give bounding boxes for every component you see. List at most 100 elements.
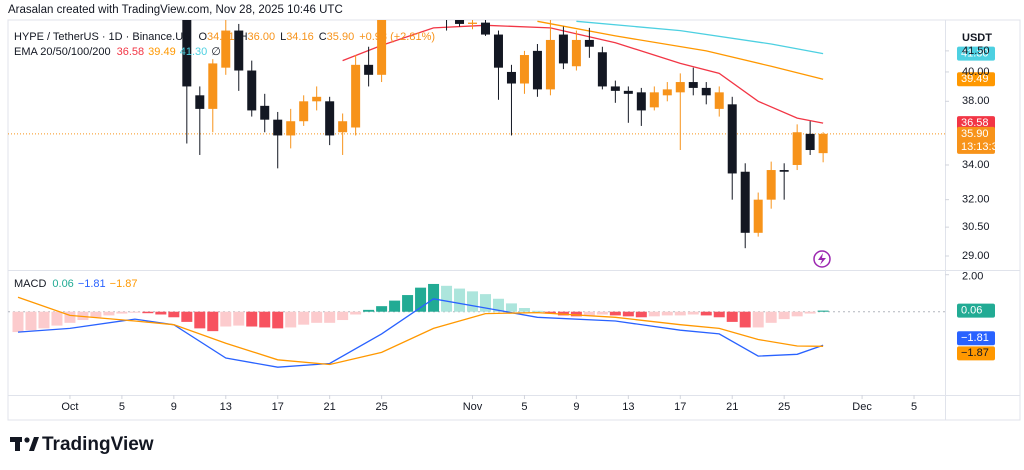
ema-value: 39.49	[148, 46, 176, 58]
candle-body	[532, 50, 542, 90]
candle-body	[766, 170, 776, 200]
candle-body	[545, 39, 555, 90]
histogram-bar	[337, 311, 349, 321]
ema-value: 36.58	[117, 46, 145, 58]
candle-body	[636, 92, 646, 111]
candle-body	[429, 0, 438, 10]
histogram-bar	[324, 311, 336, 323]
x-tick-label: 5	[521, 401, 527, 413]
ema-value: ∅	[211, 46, 221, 58]
y-tick-label: 32.00	[962, 194, 990, 206]
candle-body	[364, 64, 374, 75]
logo-part	[15, 437, 20, 451]
macd-hist-badge-bg	[957, 303, 995, 318]
ohlc-value: 36.00	[248, 31, 276, 43]
macd-line-badge-bg	[957, 331, 995, 346]
macd-pane	[8, 283, 945, 368]
histogram-bar	[817, 310, 829, 312]
candle-body	[338, 121, 348, 133]
candle-body	[753, 199, 763, 233]
macd-value: 0.06	[52, 278, 73, 290]
histogram-bar	[674, 311, 686, 316]
x-tick-label: 25	[778, 401, 790, 413]
x-tick-label: 9	[573, 401, 579, 413]
histogram-bar	[518, 308, 530, 312]
candle-body	[701, 87, 711, 96]
candle-body	[740, 171, 750, 233]
ema-line	[342, 24, 824, 124]
ema-badge-bg	[957, 72, 995, 87]
histogram-bar	[389, 300, 401, 312]
candle-body	[805, 133, 815, 151]
ohlc-label: O	[198, 31, 207, 43]
change: +0.98 (+2.81%)	[359, 31, 435, 43]
macd-line-badge-bg	[957, 346, 995, 361]
legend-macd: MACD 0.06 −1.81 −1.87	[14, 278, 138, 290]
histogram-bar	[544, 311, 556, 314]
histogram-bar	[311, 311, 323, 323]
histogram-bar	[661, 311, 673, 316]
logo-part	[24, 437, 30, 443]
x-tick-label: Oct	[61, 401, 78, 413]
histogram-bar	[479, 294, 491, 312]
macd-value: −1.81	[78, 278, 106, 290]
histogram-bar	[700, 311, 712, 316]
macd-line	[17, 296, 824, 366]
macd-line-badge: −1.81	[961, 332, 989, 344]
histogram-bar	[246, 311, 258, 327]
histogram-bar	[726, 311, 738, 322]
macd-hist-badge: 0.06	[961, 305, 982, 317]
ohlc-value: 35.90	[327, 31, 355, 43]
price-badge-bg	[957, 126, 995, 154]
candle-body	[468, 22, 478, 24]
ema-title: EMA 20/50/100/200	[14, 46, 111, 58]
ohlc-value: 34.71	[207, 31, 235, 43]
histogram-bar	[233, 311, 245, 326]
y-tick-label: 30.50	[962, 221, 990, 233]
logo-part	[29, 437, 39, 451]
chart-frame	[7, 19, 1021, 421]
histogram-bar	[259, 311, 271, 328]
candle-body	[623, 90, 633, 94]
ohlc-label: H	[240, 31, 248, 43]
histogram-bar	[181, 311, 193, 322]
histogram-bar	[648, 311, 660, 317]
macd-value: −1.87	[110, 278, 138, 290]
histogram-bar	[207, 311, 219, 332]
histogram-bar	[116, 311, 128, 314]
candle-body	[480, 22, 490, 35]
candle-body	[299, 101, 309, 122]
overlay: HYPE / TetherUS · 1D · Binance.US O34.71 H…	[14, 31, 1004, 361]
candle-body	[519, 55, 529, 84]
histogram-bar	[713, 311, 725, 318]
histogram-bar	[25, 311, 37, 331]
price-badge: 35.90	[961, 128, 989, 140]
candle-body	[493, 34, 503, 68]
y-tick-label: 34.00	[962, 159, 990, 171]
header: Arasalan created with TradingView.com, N…	[8, 4, 343, 16]
candle-body	[792, 132, 802, 165]
ohlc-label: C	[319, 31, 327, 43]
candle-body	[247, 70, 257, 111]
histogram-bar	[415, 287, 427, 312]
histogram-bar	[90, 311, 102, 318]
ema-badge-bg	[957, 46, 995, 61]
histogram-bar	[583, 311, 595, 316]
ema-badge: 39.49	[961, 73, 989, 85]
histogram-bar	[129, 311, 141, 313]
ema-value: 41.30	[180, 46, 208, 58]
histogram-bar	[778, 311, 790, 320]
x-tick-label: 21	[726, 401, 738, 413]
histogram-bar	[168, 311, 180, 318]
y-tick-label: 2.00	[962, 271, 983, 283]
legend-symbol: HYPE / TetherUS · 1D · Binance.US O34.71 H…	[14, 31, 435, 43]
brand: TradingView	[42, 434, 154, 455]
candle-body	[221, 30, 231, 68]
histogram-bar	[570, 311, 582, 317]
histogram-bar	[791, 311, 803, 317]
histogram-bar	[739, 311, 751, 328]
candle-body	[714, 92, 724, 109]
x-tick-label: Nov	[463, 401, 483, 413]
candle-body	[610, 86, 620, 91]
